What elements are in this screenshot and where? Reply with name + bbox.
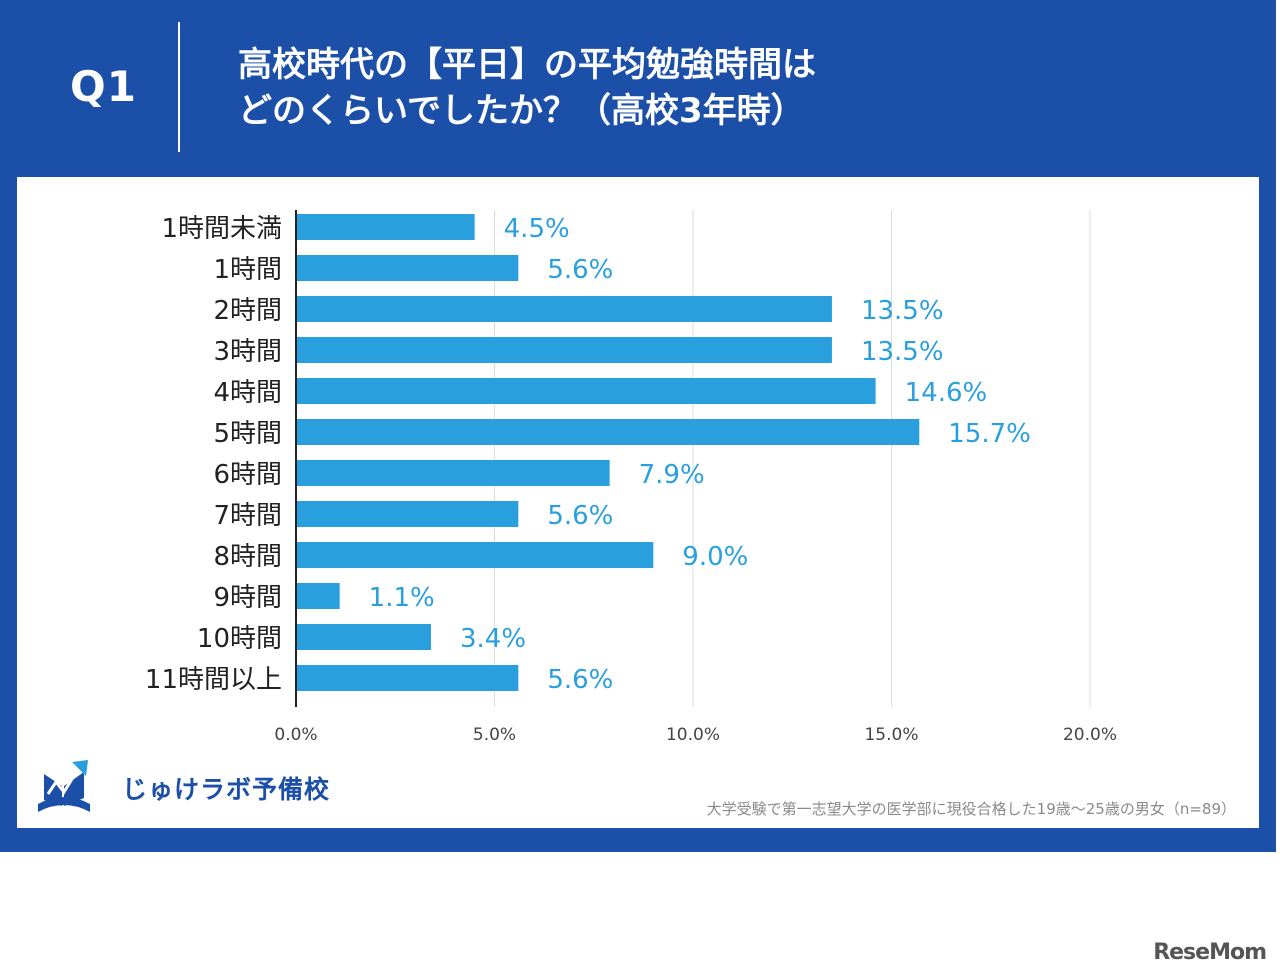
category-label-9: 9時間 [213, 583, 282, 613]
value-label-11: 5.6% [547, 665, 613, 695]
bar-11 [296, 665, 519, 691]
bar-7 [296, 501, 519, 527]
bar-3 [296, 337, 832, 363]
header-panel: Q1 高校時代の【平日】の平均勉強時間は どのくらいでしたか？（高校3年時） 1… [0, 0, 1276, 852]
bar-4 [296, 378, 876, 404]
bar-10 [296, 624, 431, 650]
x-tick-label-2: 10.0% [666, 725, 720, 745]
value-label-9: 1.1% [369, 583, 435, 613]
category-label-4: 4時間 [213, 378, 282, 408]
value-label-1: 5.6% [547, 255, 613, 285]
value-label-4: 14.6% [905, 378, 988, 408]
watermark: ReseMom [1153, 940, 1267, 965]
x-tick-label-4: 20.0% [1063, 725, 1117, 745]
category-label-0: 1時間未満 [161, 214, 282, 244]
category-label-1: 1時間 [213, 255, 282, 285]
bar-6 [296, 460, 610, 486]
brand-name: じゅけラボ予備校 [122, 775, 331, 804]
category-label-2: 2時間 [213, 296, 282, 326]
category-label-8: 8時間 [213, 542, 282, 572]
category-label-10: 10時間 [197, 624, 282, 654]
sample-footnote: 大学受験で第一志望大学の医学部に現役合格した19歳～25歳の男女（n=89） [706, 800, 1236, 818]
x-tick-label-0: 0.0% [274, 725, 317, 745]
value-label-2: 13.5% [861, 296, 944, 326]
bar-9 [296, 583, 340, 609]
value-label-5: 15.7% [948, 419, 1031, 449]
category-label-5: 5時間 [213, 419, 282, 449]
chart-card: 1時間未満 4.5% 1時間 5.6% 2時間 13.5% 3時間 13.5% 4時間 14.6%… [17, 177, 1259, 828]
question-title: 高校時代の【平日】の平均勉強時間は どのくらいでしたか？（高校3年時） [238, 42, 816, 134]
category-label-11: 11時間以上 [145, 665, 282, 695]
x-tick-label-1: 5.0% [473, 725, 516, 745]
bar-1 [296, 255, 519, 281]
bar-2 [296, 296, 832, 322]
value-label-7: 5.6% [547, 501, 613, 531]
bar-8 [296, 542, 654, 568]
bar-chart: 1時間未満 4.5% 1時間 5.6% 2時間 13.5% 3時間 13.5% 4時間 14.6%… [145, 210, 1117, 745]
title-line-2: どのくらいでしたか？（高校3年時） [238, 91, 805, 131]
x-tick-label-3: 15.0% [864, 725, 918, 745]
category-label-7: 7時間 [213, 501, 282, 531]
title-line-1: 高校時代の【平日】の平均勉強時間は [238, 45, 816, 85]
value-label-8: 9.0% [682, 542, 748, 572]
category-label-6: 6時間 [213, 460, 282, 490]
question-number: Q1 [70, 62, 137, 111]
header-divider [178, 22, 180, 152]
book-logo-icon [38, 760, 90, 812]
value-label-10: 3.4% [460, 624, 526, 654]
value-label-3: 13.5% [861, 337, 944, 367]
value-label-6: 7.9% [639, 460, 705, 490]
bar-5 [296, 419, 920, 445]
value-label-0: 4.5% [504, 214, 570, 244]
category-label-3: 3時間 [213, 337, 282, 367]
brand-logo: じゅけラボ予備校 [34, 760, 334, 818]
bar-0 [296, 214, 475, 240]
